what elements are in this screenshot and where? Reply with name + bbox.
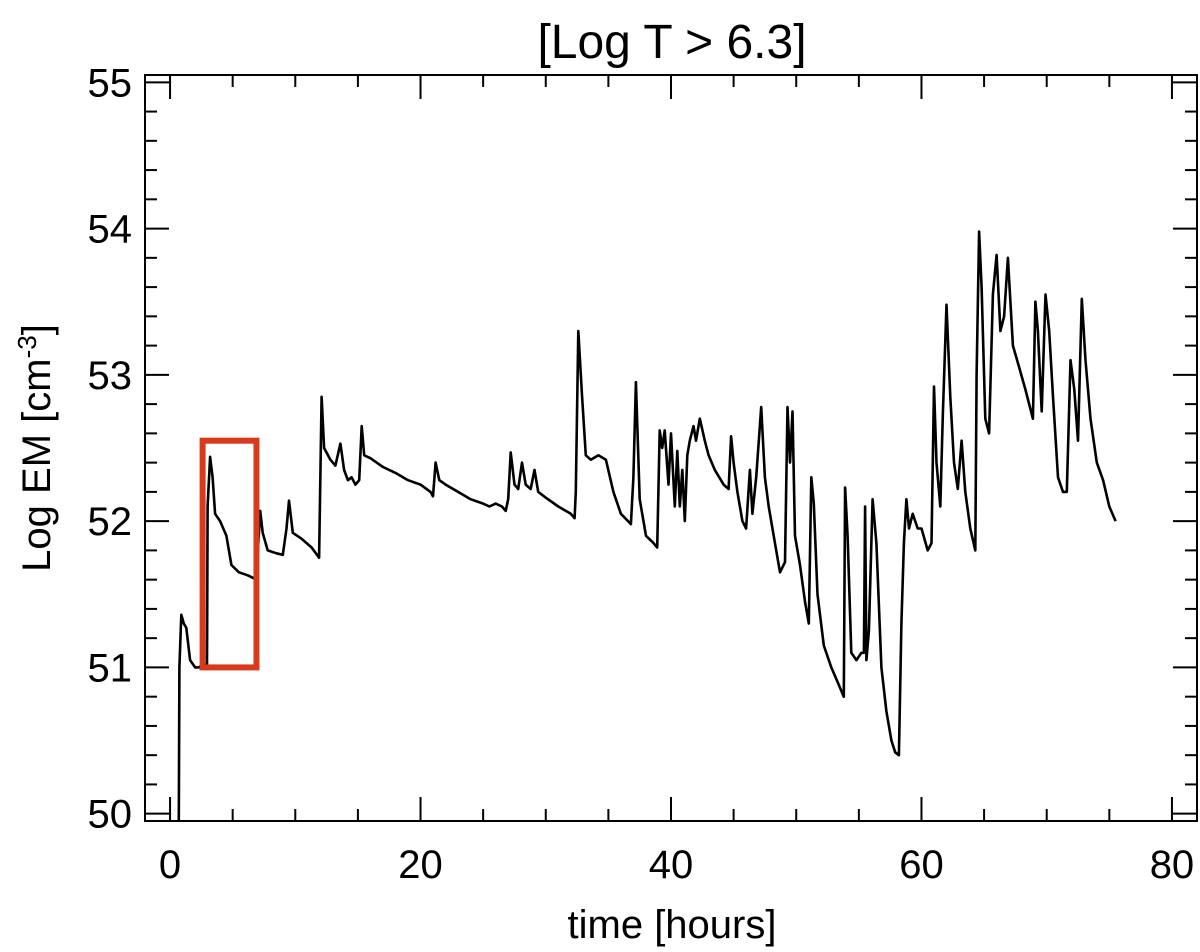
y-tick-label: 55 [88,61,133,105]
y-axis-label-exponent: -3 [12,335,42,358]
y-axis-label-close: ] [15,324,59,335]
series-line [177,230,1117,822]
y-tick-label: 53 [88,354,133,398]
annotation-layer [199,437,260,671]
y-tick-label: 51 [88,646,133,690]
y-axis-label-text: Log EM [cm [15,358,59,571]
x-tick-label: 80 [1150,843,1195,887]
plot-frame [144,74,1198,822]
x-tick-label: 60 [899,843,944,887]
highlight-box [199,437,260,671]
data-series [177,230,1117,822]
axis-ticks [145,75,1197,821]
y-tick-label: 50 [88,793,133,837]
axis-tick-labels: 0 20 40 60 80 50 51 52 53 54 55 [88,61,1195,887]
x-axis-label: time [hours] [568,903,777,947]
x-tick-label: 0 [159,843,181,887]
y-tick-label: 54 [88,208,133,252]
x-tick-label: 40 [649,843,694,887]
x-tick-label: 20 [398,843,443,887]
y-axis-label: Log EM [cm-3] [12,324,59,572]
y-tick-label: 52 [88,500,133,544]
chart-title: [Log T > 6.3] [537,16,806,69]
